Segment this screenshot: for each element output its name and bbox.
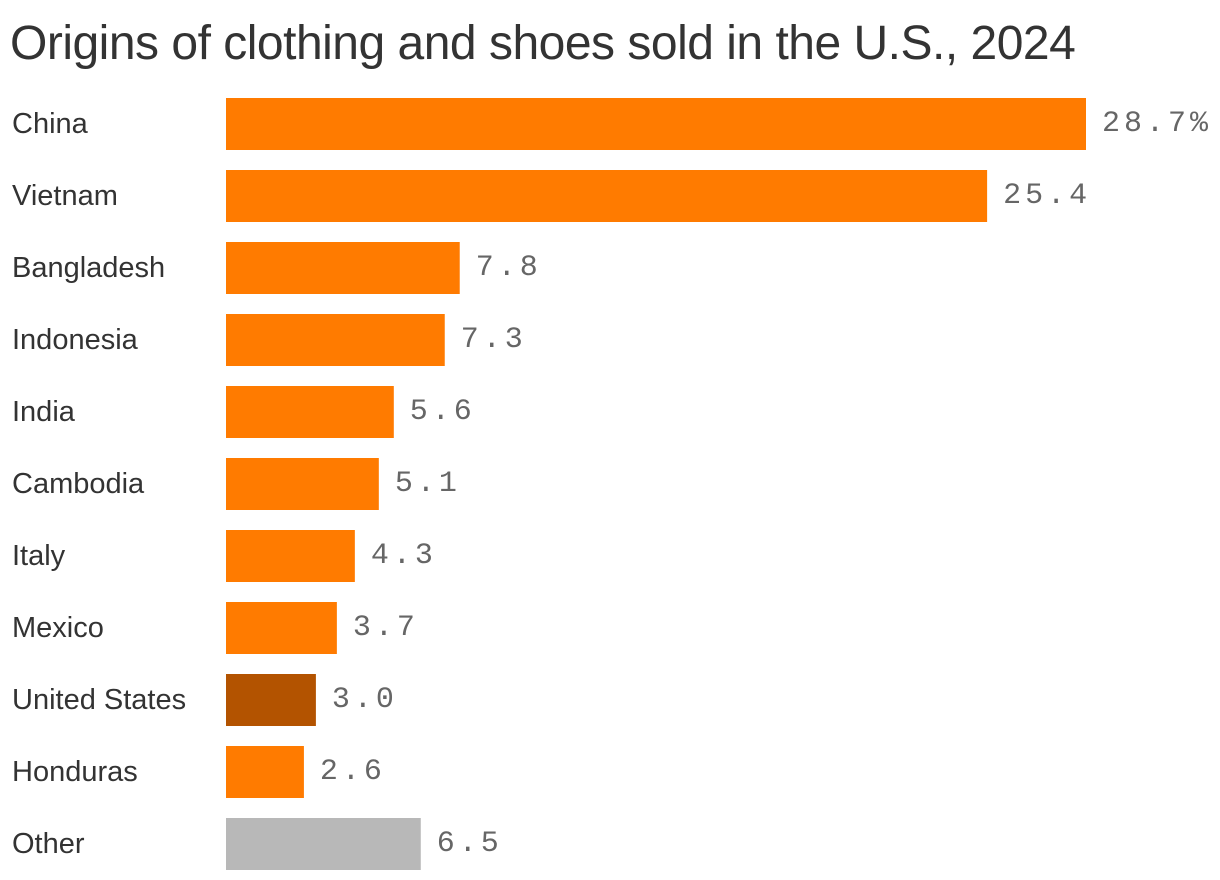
value-label-cambodia: 5.1 bbox=[395, 467, 461, 501]
bar-bangladesh bbox=[226, 242, 460, 294]
bar-vietnam bbox=[226, 170, 988, 222]
bar-india bbox=[226, 386, 394, 438]
category-label-mexico: Mexico bbox=[12, 612, 104, 644]
category-label-italy: Italy bbox=[12, 540, 66, 572]
value-label-honduras: 2.6 bbox=[320, 755, 386, 789]
bar-china bbox=[226, 98, 1086, 150]
value-label-other: 6.5 bbox=[437, 827, 503, 861]
bar-united-states bbox=[226, 674, 316, 726]
category-label-united-states: United States bbox=[12, 684, 186, 716]
bar-cambodia bbox=[226, 458, 379, 510]
bar-italy bbox=[226, 530, 355, 582]
value-label-italy: 4.3 bbox=[371, 539, 437, 573]
value-label-bangladesh: 7.8 bbox=[476, 251, 542, 285]
chart-title: Origins of clothing and shoes sold in th… bbox=[10, 17, 1076, 70]
value-label-india: 5.6 bbox=[410, 395, 476, 429]
value-label-china: 28.7% bbox=[1102, 107, 1212, 141]
category-label-china: China bbox=[12, 108, 89, 140]
category-label-cambodia: Cambodia bbox=[12, 468, 145, 500]
value-label-mexico: 3.7 bbox=[353, 611, 419, 645]
category-label-other: Other bbox=[12, 828, 85, 860]
category-label-india: India bbox=[12, 396, 76, 428]
value-label-vietnam: 25.4 bbox=[1003, 179, 1091, 213]
value-label-united-states: 3.0 bbox=[332, 683, 398, 717]
category-label-honduras: Honduras bbox=[12, 756, 138, 788]
value-label-indonesia: 7.3 bbox=[461, 323, 527, 357]
category-label-vietnam: Vietnam bbox=[12, 180, 118, 212]
bar-other bbox=[226, 818, 421, 870]
category-label-bangladesh: Bangladesh bbox=[12, 252, 165, 284]
category-label-indonesia: Indonesia bbox=[12, 324, 139, 356]
bar-honduras bbox=[226, 746, 304, 798]
bar-mexico bbox=[226, 602, 337, 654]
bar-indonesia bbox=[226, 314, 445, 366]
